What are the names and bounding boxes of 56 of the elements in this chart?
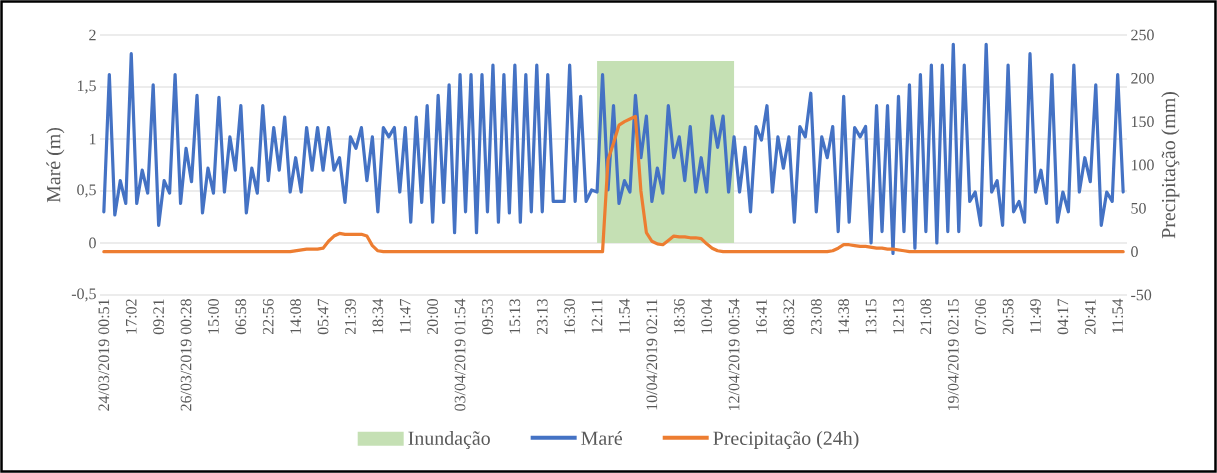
y2-tick-label: 150 <box>1131 116 1154 128</box>
x-tick-label: 20:41 <box>1084 299 1096 335</box>
x-tick-label: 09:21 <box>153 299 165 335</box>
x-tick-label: 21:39 <box>345 299 356 335</box>
x-tick-label: 10:04 <box>701 298 713 334</box>
x-tick-label: 05:47 <box>317 298 329 335</box>
x-tick-label: 20:58 <box>1002 299 1014 335</box>
x-tick-label: 19/04/2019 02:15 <box>947 299 959 411</box>
x-tick-label: 18:36 <box>673 298 685 334</box>
x-tick-label: 12:13 <box>893 299 904 334</box>
x-tick-label: 24/03/2019 00:51 <box>98 299 110 411</box>
y-tick-label: -0,5 <box>71 288 96 302</box>
y2-axis-title: Precipitação (mm) <box>1161 91 1180 239</box>
x-tick-label: 11:47 <box>399 298 411 333</box>
x-tick-label: 18:34 <box>372 298 384 334</box>
x-tick-label: 16:41 <box>756 299 767 334</box>
y-tick-label: 1 <box>89 133 96 145</box>
legend-label: Maré <box>581 430 623 445</box>
y-axis-title: Maré (m) <box>46 127 65 203</box>
x-tick-label: 10/04/2019 02:11 <box>646 299 658 410</box>
y-tick-label: 2 <box>89 29 96 41</box>
y2-tick-label: -50 <box>1131 289 1152 301</box>
x-tick-label: 14:38 <box>838 299 850 334</box>
x-tick-label: 22:56 <box>262 298 274 335</box>
x-tick-label: 23:08 <box>810 299 822 335</box>
x-tick-label: 12:11 <box>591 299 603 333</box>
legend-label: Inundação <box>408 430 490 450</box>
y2-tick-label: 50 <box>1131 202 1146 214</box>
legend-label: Precipitação (24h) <box>713 430 859 450</box>
y2-tick-label: 250 <box>1131 29 1154 41</box>
y-tick-label: 0,5 <box>77 184 96 198</box>
x-tick-label: 13:15 <box>865 299 877 334</box>
y-tick-label: 1,5 <box>77 80 96 94</box>
x-tick-label: 23:13 <box>536 299 548 335</box>
x-tick-label: 11:54 <box>619 298 630 333</box>
y2-tick-label: 200 <box>1131 72 1154 84</box>
x-tick-label: 11:54 <box>1112 298 1124 333</box>
x-tick-label: 21:08 <box>920 299 932 335</box>
x-tick-label: 17:02 <box>125 299 137 334</box>
x-tick-label: 09:53 <box>482 299 493 335</box>
x-tick-label: 03/04/2019 01:54 <box>454 298 466 411</box>
y2-tick-label: 100 <box>1131 159 1154 171</box>
x-tick-label: 15:00 <box>208 299 219 334</box>
x-tick-label: 12/04/2019 00:54 <box>728 298 740 411</box>
x-tick-label: 20:00 <box>427 299 439 335</box>
x-tick-label: 08:32 <box>783 299 795 335</box>
y2-tick-label: 0 <box>1131 246 1138 258</box>
x-tick-label: 04:17 <box>1057 298 1069 335</box>
x-tick-label: 11:49 <box>1030 299 1041 333</box>
x-tick-label: 14:08 <box>290 299 302 334</box>
y-tick-label: 0 <box>89 237 96 249</box>
x-tick-label: 06:58 <box>235 299 247 335</box>
x-tick-label: 07:06 <box>975 298 987 335</box>
x-tick-label: 15:13 <box>509 299 521 334</box>
x-tick-label: 16:30 <box>564 299 576 334</box>
x-tick-label: 26/03/2019 00:28 <box>180 299 192 411</box>
